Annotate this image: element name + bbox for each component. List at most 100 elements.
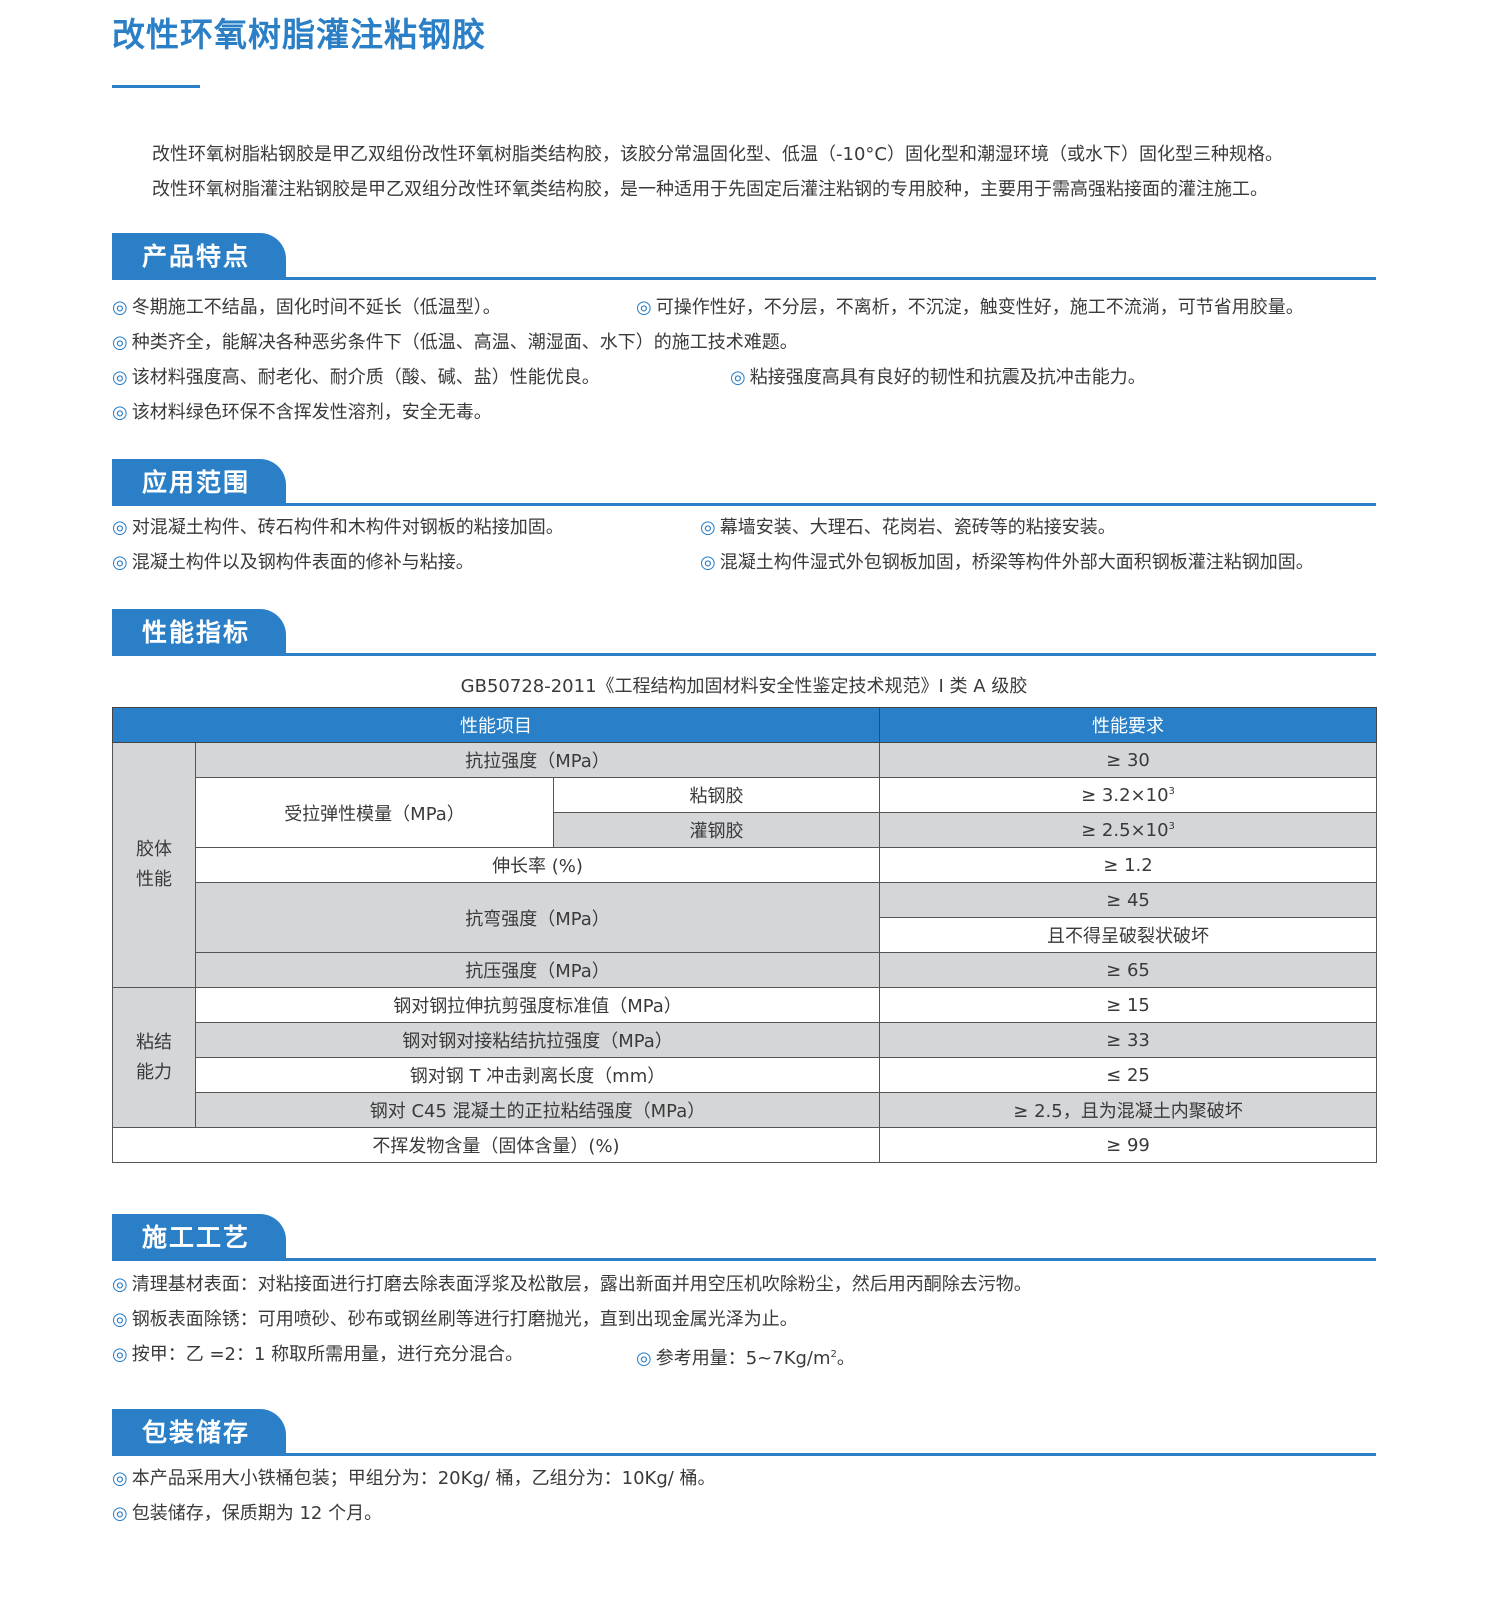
bullet-icon: ◎ <box>700 552 716 573</box>
list-item: ◎ 参考用量：5~7Kg/m2。 <box>636 1343 855 1371</box>
section-header-performance: 性能指标 <box>112 609 1376 656</box>
table-row: 钢对 C45 混凝土的正拉粘结强度（MPa） ≥ 2.5，且为混凝土内聚破坏 <box>112 1092 1378 1128</box>
list-item: ◎ 对混凝土构件、砖石构件和木构件对钢板的粘接加固。 <box>112 516 564 540</box>
section-title: 施工工艺 <box>112 1214 286 1259</box>
bullet-icon: ◎ <box>112 1274 128 1295</box>
cell: 钢对 C45 混凝土的正拉粘结强度（MPa） <box>194 1092 881 1128</box>
cell: ≤ 25 <box>879 1057 1378 1093</box>
performance-table: 性能项目 性能要求 胶体性能 抗拉强度（MPa） ≥ 30 受拉弹性模量（MPa） 粘钢… <box>111 707 1378 1163</box>
table-row: 受拉弹性模量（MPa） 粘钢胶 ≥ 3.2×103 <box>113 777 1378 848</box>
group-cell: 胶体性能 <box>112 742 196 988</box>
header-cell: 性能要求 <box>879 707 1378 743</box>
table-caption: GB50728-2011《工程结构加固材料安全性鉴定技术规范》I 类 A 级胶 <box>460 676 1028 697</box>
table-row: 灌钢胶 ≥ 2.5×103 <box>113 812 1378 848</box>
cell: 抗弯强度（MPa） <box>194 882 881 953</box>
cell: 灌钢胶 <box>552 812 881 848</box>
value: ≥ 2.5×10 <box>1081 819 1169 841</box>
exponent: 3 <box>1168 820 1175 832</box>
group-label: 粘结能力 <box>136 1031 172 1083</box>
bullet-icon: ◎ <box>636 297 652 318</box>
cell: ≥ 33 <box>879 1022 1378 1058</box>
list-item: ◎ 清理基材表面：对粘接面进行打磨去除表面浮浆及松散层，露出新面并用空压机吹除粉尘… <box>112 1273 1032 1297</box>
cell: ≥ 45 <box>879 882 1378 918</box>
cell: 钢对钢对接粘结抗拉强度（MPa） <box>194 1022 881 1058</box>
item-text: 参考用量：5~7Kg/m <box>655 1348 831 1369</box>
list-item: ◎ 粘接强度高具有良好的韧性和抗震及抗冲击能力。 <box>730 366 1146 390</box>
group-cell: 粘结能力 <box>112 987 196 1128</box>
list-item: ◎ 包装储存，保质期为 12 个月。 <box>112 1502 382 1526</box>
cell: ≥ 2.5×103 <box>879 812 1378 848</box>
item-text: 该材料绿色环保不含挥发性溶剂，安全无毒。 <box>131 402 492 423</box>
cell: ≥ 3.2×103 <box>879 777 1378 813</box>
list-item: ◎ 该材料绿色环保不含挥发性溶剂，安全无毒。 <box>112 401 492 425</box>
list-item: ◎ 按甲：乙 =2：1 称取所需用量，进行充分混合。 <box>112 1343 523 1367</box>
bullet-icon: ◎ <box>700 517 716 538</box>
cell: ≥ 99 <box>879 1127 1378 1163</box>
bullet-icon: ◎ <box>112 402 128 423</box>
item-text: 本产品采用大小铁桶包装；甲组分为：20Kg/ 桶，乙组分为：10Kg/ 桶。 <box>131 1468 716 1489</box>
divider <box>112 653 1376 656</box>
list-item: ◎ 混凝土构件湿式外包钢板加固，桥梁等构件外部大面积钢板灌注粘钢加固。 <box>700 551 1314 575</box>
bullet-icon: ◎ <box>112 517 128 538</box>
item-text: 。 <box>836 1348 855 1369</box>
bullet-icon: ◎ <box>112 1503 128 1524</box>
section-title: 应用范围 <box>112 459 286 504</box>
divider <box>112 1453 1376 1456</box>
title-underline <box>112 85 200 88</box>
item-text: 清理基材表面：对粘接面进行打磨去除表面浮浆及松散层，露出新面并用空压机吹除粉尘，… <box>131 1274 1032 1295</box>
divider <box>112 277 1376 280</box>
cell: 抗拉强度（MPa） <box>194 742 881 778</box>
cell: ≥ 30 <box>879 742 1378 778</box>
table-row: 抗弯强度（MPa） ≥ 45 <box>113 882 1378 953</box>
group-label: 胶体性能 <box>136 839 172 890</box>
list-item: ◎ 钢板表面除锈：可用喷砂、砂布或钢丝刷等进行打磨抛光，直到出现金属光泽为止。 <box>112 1308 798 1332</box>
section-title: 性能指标 <box>112 609 286 654</box>
item-text: 包装储存，保质期为 12 个月。 <box>131 1503 383 1524</box>
cell: 粘钢胶 <box>552 777 881 813</box>
list-item: ◎ 可操作性好，不分层，不离析，不沉淀，触变性好，施工不流淌，可节省用胶量。 <box>636 296 1304 320</box>
cell: ≥ 65 <box>879 952 1378 988</box>
section-header-process: 施工工艺 <box>112 1214 1376 1261</box>
section-header-storage: 包装储存 <box>112 1409 1376 1456</box>
bullet-icon: ◎ <box>112 367 128 388</box>
item-text: 幕墙安装、大理石、花岗岩、瓷砖等的粘接安装。 <box>719 517 1116 538</box>
cell: 不挥发物含量（固体含量）(%) <box>111 1127 881 1163</box>
cell: 钢对钢 T 冲击剥离长度（mm） <box>194 1057 881 1093</box>
page-title: 改性环氧树脂灌注粘钢胶 <box>112 15 486 54</box>
item-text: 钢板表面除锈：可用喷砂、砂布或钢丝刷等进行打磨抛光，直到出现金属光泽为止。 <box>131 1309 798 1330</box>
cell: ≥ 1.2 <box>879 847 1378 883</box>
cell: ≥ 2.5，且为混凝土内聚破坏 <box>879 1092 1378 1128</box>
list-item: ◎ 该材料强度高、耐老化、耐介质（酸、碱、盐）性能优良。 <box>112 366 600 390</box>
intro-paragraph: 改性环氧树脂粘钢胶是甲乙双组份改性环氧树脂类结构胶，该胶分常温固化型、低温（-1… <box>152 144 1283 165</box>
bullet-icon: ◎ <box>112 1468 128 1489</box>
table-row: 抗压强度（MPa） ≥ 65 <box>112 952 1378 988</box>
list-item: ◎ 本产品采用大小铁桶包装；甲组分为：20Kg/ 桶，乙组分为：10Kg/ 桶。 <box>112 1467 716 1491</box>
list-item: ◎ 冬期施工不结晶，固化时间不延长（低温型）。 <box>112 296 501 320</box>
table-row: 且不得呈破裂状破坏 <box>113 917 1378 953</box>
bullet-icon: ◎ <box>636 1348 652 1369</box>
item-text: 冬期施工不结晶，固化时间不延长（低温型）。 <box>131 297 501 318</box>
table-row: 粘结能力 钢对钢拉伸抗剪强度标准值（MPa） ≥ 15 <box>112 987 1378 1128</box>
item-text: 混凝土构件以及钢构件表面的修补与粘接。 <box>131 552 474 573</box>
cell: 抗压强度（MPa） <box>194 952 881 988</box>
item-text: 对混凝土构件、砖石构件和木构件对钢板的粘接加固。 <box>131 517 564 538</box>
table-header-row: 性能项目 性能要求 <box>111 707 1378 743</box>
list-item: ◎ 种类齐全，能解决各种恶劣条件下（低温、高温、潮湿面、水下）的施工技术难题。 <box>112 331 798 355</box>
item-text: 可操作性好，不分层，不离析，不沉淀，触变性好，施工不流淌，可节省用胶量。 <box>655 297 1304 318</box>
table-row: 胶体性能 抗拉强度（MPa） ≥ 30 <box>112 742 1378 988</box>
item-text: 粘接强度高具有良好的韧性和抗震及抗冲击能力。 <box>749 367 1146 388</box>
table-row: 钢对钢 T 冲击剥离长度（mm） ≤ 25 <box>113 1057 1378 1093</box>
item-text: 种类齐全，能解决各种恶劣条件下（低温、高温、潮湿面、水下）的施工技术难题。 <box>131 332 798 353</box>
item-text: 按甲：乙 =2：1 称取所需用量，进行充分混合。 <box>131 1344 524 1365</box>
table-row: 伸长率 (%) ≥ 1.2 <box>113 847 1378 883</box>
bullet-icon: ◎ <box>112 1309 128 1330</box>
cell: 且不得呈破裂状破坏 <box>879 917 1378 953</box>
exponent: 2 <box>830 1349 837 1360</box>
bullet-icon: ◎ <box>112 332 128 353</box>
item-text: 该材料强度高、耐老化、耐介质（酸、碱、盐）性能优良。 <box>131 367 600 388</box>
header-cell: 性能项目 <box>111 707 881 743</box>
item-text: 混凝土构件湿式外包钢板加固，桥梁等构件外部大面积钢板灌注粘钢加固。 <box>719 552 1314 573</box>
cell: 伸长率 (%) <box>194 847 881 883</box>
divider <box>112 503 1376 506</box>
bullet-icon: ◎ <box>112 552 128 573</box>
